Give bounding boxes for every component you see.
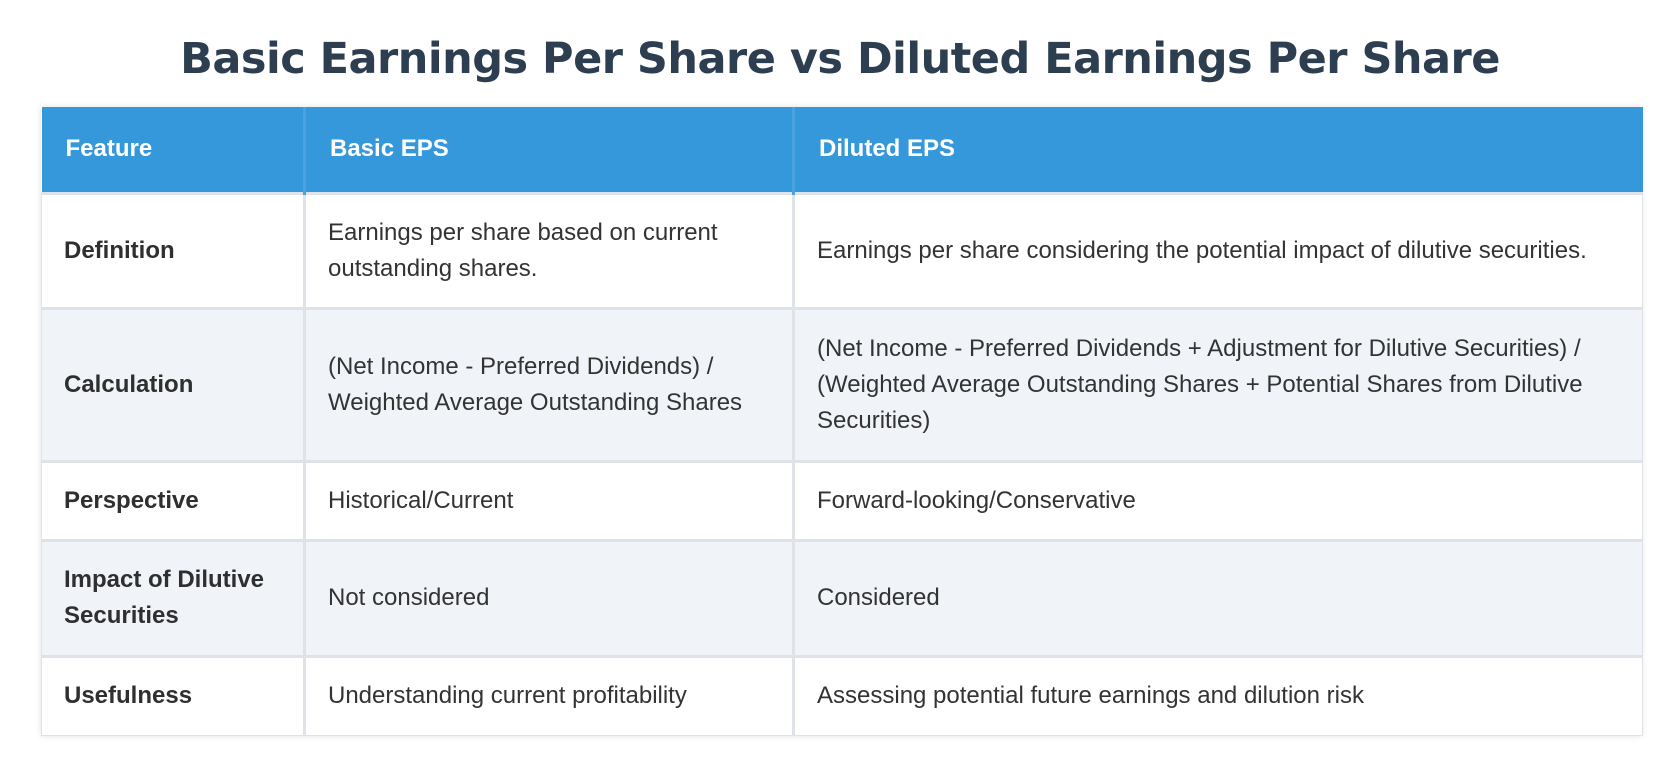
feature-cell: Usefulness [41,654,306,736]
header-basic-eps: Basic EPS [304,107,795,193]
comparison-table-container: Feature Basic EPS Diluted EPS Definition… [41,107,1643,736]
basic-eps-cell: Not considered [304,538,795,656]
table-header: Feature Basic EPS Diluted EPS [41,107,1643,193]
comparison-table: Feature Basic EPS Diluted EPS Definition… [41,107,1643,736]
feature-cell: Perspective [41,459,306,540]
diluted-eps-cell: Considered [793,538,1643,656]
basic-eps-cell: Understanding current profitability [304,654,795,736]
feature-cell: Impact of Dilutive Securities [41,538,306,656]
diluted-eps-cell: Assessing potential future earnings and … [793,654,1643,736]
header-feature: Feature [41,107,306,193]
diluted-eps-cell: (Net Income - Preferred Dividends + Adju… [793,306,1643,461]
header-row: Feature Basic EPS Diluted EPS [41,107,1643,193]
diluted-eps-cell: Earnings per share considering the poten… [793,191,1643,308]
header-diluted-eps: Diluted EPS [793,107,1643,193]
table-row: Usefulness Understanding current profita… [41,654,1643,736]
feature-cell: Calculation [41,306,306,461]
table-row: Impact of Dilutive Securities Not consid… [41,538,1643,656]
basic-eps-cell: (Net Income - Preferred Dividends) / Wei… [304,306,795,461]
table-body: Definition Earnings per share based on c… [41,191,1643,736]
page-title: Basic Earnings Per Share vs Diluted Earn… [180,34,1500,84]
feature-cell: Definition [41,191,306,308]
diluted-eps-cell: Forward-looking/Conservative [793,459,1643,540]
table-row: Definition Earnings per share based on c… [41,191,1643,308]
basic-eps-cell: Earnings per share based on current outs… [304,191,795,308]
table-row: Calculation (Net Income - Preferred Divi… [41,306,1643,461]
table-row: Perspective Historical/Current Forward-l… [41,459,1643,540]
basic-eps-cell: Historical/Current [304,459,795,540]
